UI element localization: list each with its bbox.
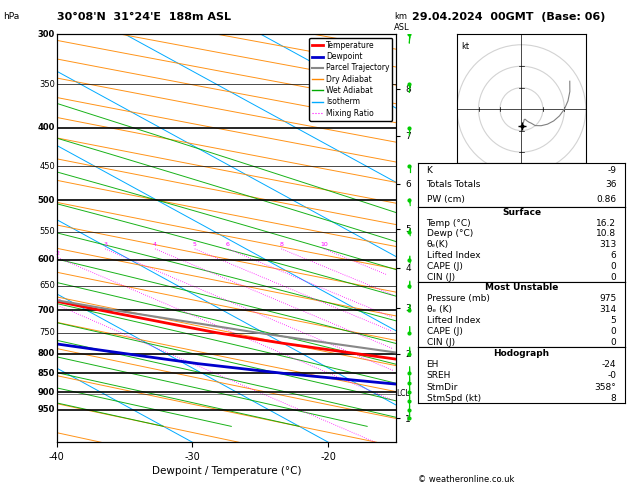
Text: Totals Totals: Totals Totals	[426, 180, 481, 189]
Text: 600: 600	[38, 256, 55, 264]
Text: Dewp (°C): Dewp (°C)	[426, 229, 473, 239]
Text: 975: 975	[599, 295, 616, 303]
Text: 0: 0	[611, 273, 616, 281]
Text: -24: -24	[602, 360, 616, 369]
Text: -9: -9	[608, 166, 616, 175]
X-axis label: Dewpoint / Temperature (°C): Dewpoint / Temperature (°C)	[152, 466, 301, 476]
Text: 5: 5	[192, 242, 197, 247]
Text: LCL: LCL	[397, 389, 410, 399]
Text: Surface: Surface	[502, 208, 541, 217]
Text: 850: 850	[38, 369, 55, 378]
Text: kt: kt	[461, 42, 469, 51]
Text: 0.86: 0.86	[596, 195, 616, 204]
Text: hPa: hPa	[3, 12, 19, 21]
Text: 1: 1	[58, 299, 62, 304]
Text: Most Unstable: Most Unstable	[485, 283, 558, 293]
Text: 313: 313	[599, 240, 616, 249]
Text: 0: 0	[611, 262, 616, 271]
Text: -0: -0	[608, 371, 616, 381]
Text: 450: 450	[39, 162, 55, 171]
Text: 500: 500	[38, 196, 55, 205]
Text: Hodograph: Hodograph	[493, 349, 550, 358]
Text: © weatheronline.co.uk: © weatheronline.co.uk	[418, 474, 515, 484]
Text: θₑ (K): θₑ (K)	[426, 305, 452, 314]
Y-axis label: Mixing Ratio (g/kg): Mixing Ratio (g/kg)	[450, 195, 459, 281]
Text: km
ASL: km ASL	[394, 12, 410, 32]
Text: 950: 950	[38, 405, 55, 414]
Text: 10.8: 10.8	[596, 229, 616, 239]
Text: 650: 650	[39, 281, 55, 291]
Text: 0: 0	[611, 338, 616, 347]
Text: 6: 6	[611, 251, 616, 260]
Text: 700: 700	[38, 306, 55, 314]
Text: 29.04.2024  00GMT  (Base: 06): 29.04.2024 00GMT (Base: 06)	[412, 12, 605, 22]
Text: 550: 550	[39, 227, 55, 236]
Text: 900: 900	[38, 387, 55, 397]
Text: 2: 2	[56, 251, 60, 256]
Text: Temp (°C): Temp (°C)	[426, 219, 471, 228]
Text: 4: 4	[153, 242, 157, 247]
Text: 6: 6	[226, 242, 230, 247]
Text: 314: 314	[599, 305, 616, 314]
Text: 8: 8	[611, 394, 616, 403]
Text: StmSpd (kt): StmSpd (kt)	[426, 394, 481, 403]
Text: 0: 0	[611, 327, 616, 336]
Text: 750: 750	[39, 328, 55, 337]
Text: 8: 8	[279, 242, 283, 247]
Text: 10: 10	[320, 242, 328, 247]
Text: 16.2: 16.2	[596, 219, 616, 228]
Text: θₑ(K): θₑ(K)	[426, 240, 448, 249]
Text: CAPE (J): CAPE (J)	[426, 262, 462, 271]
Text: CAPE (J): CAPE (J)	[426, 327, 462, 336]
Text: 5: 5	[611, 316, 616, 325]
Text: 350: 350	[39, 80, 55, 89]
Text: 3: 3	[103, 242, 107, 247]
Text: Pressure (mb): Pressure (mb)	[426, 295, 489, 303]
Text: EH: EH	[426, 360, 439, 369]
Text: 358°: 358°	[594, 382, 616, 392]
Text: Lifted Index: Lifted Index	[426, 316, 480, 325]
Text: 30°08'N  31°24'E  188m ASL: 30°08'N 31°24'E 188m ASL	[57, 12, 231, 22]
Text: PW (cm): PW (cm)	[426, 195, 464, 204]
Text: StmDir: StmDir	[426, 382, 458, 392]
Text: 300: 300	[38, 30, 55, 38]
Text: 36: 36	[605, 180, 616, 189]
Text: Lifted Index: Lifted Index	[426, 251, 480, 260]
Text: K: K	[426, 166, 432, 175]
Text: CIN (J): CIN (J)	[426, 273, 455, 281]
Text: CIN (J): CIN (J)	[426, 338, 455, 347]
Text: SREH: SREH	[426, 371, 451, 381]
Text: 800: 800	[38, 349, 55, 358]
Text: 400: 400	[38, 123, 55, 132]
Legend: Temperature, Dewpoint, Parcel Trajectory, Dry Adiabat, Wet Adiabat, Isotherm, Mi: Temperature, Dewpoint, Parcel Trajectory…	[309, 38, 392, 121]
